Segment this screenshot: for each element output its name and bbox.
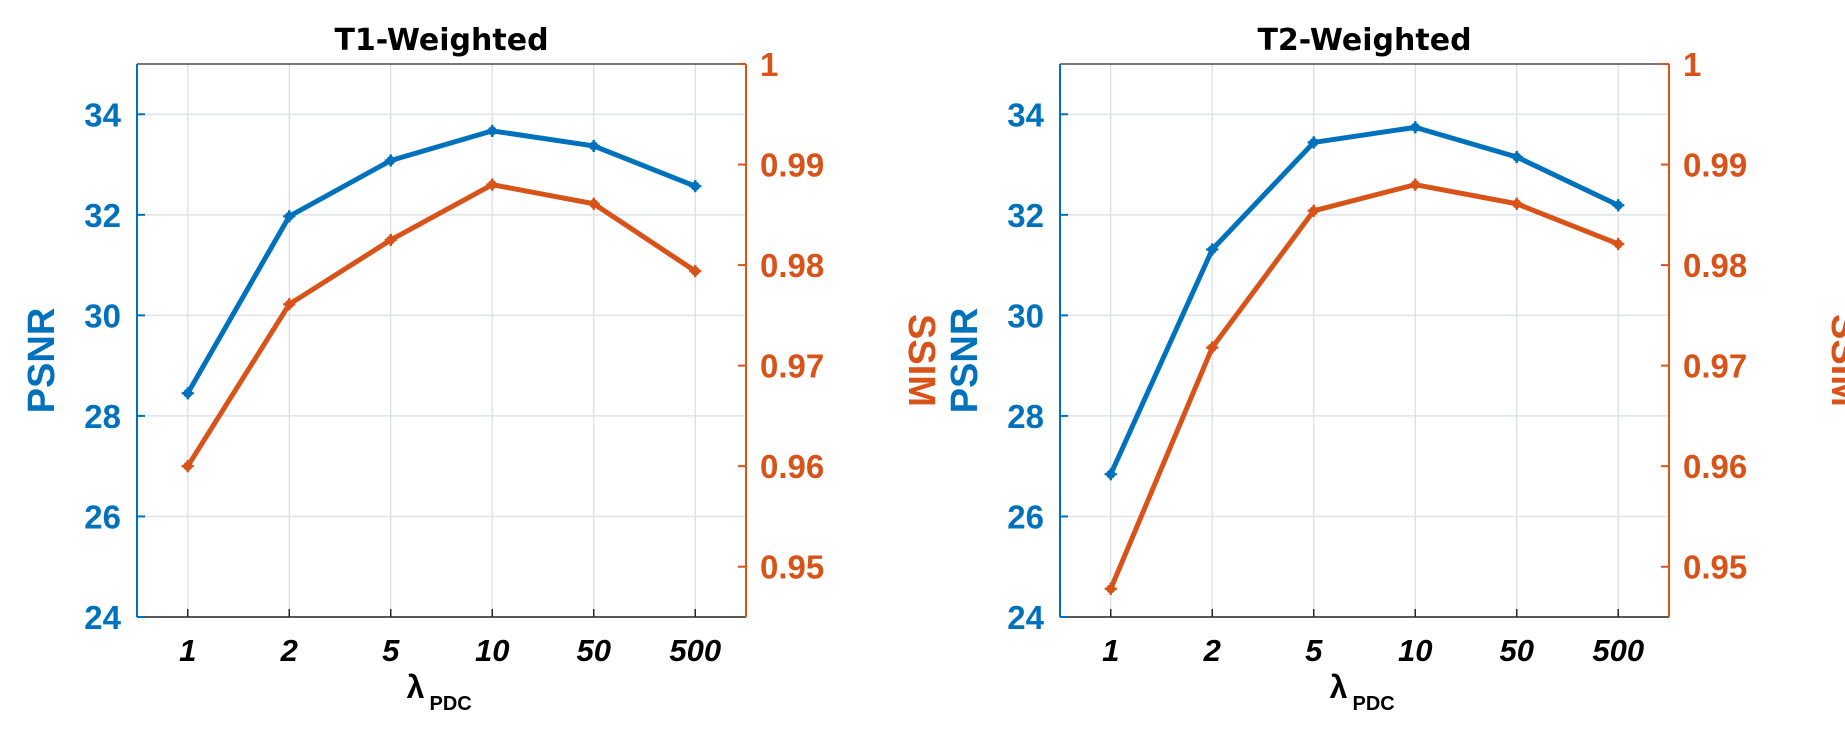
y-tick-label-right: 0.99	[760, 147, 824, 184]
x-tick-label: 500	[1592, 633, 1644, 668]
y-tick-label-left: 34	[1007, 96, 1044, 133]
y-axis-label-right: SSIM	[1823, 314, 1845, 407]
x-tick-label: 10	[1398, 633, 1432, 668]
y-tick-label-left: 28	[1007, 398, 1044, 435]
y-tick-label-right: 0.95	[760, 549, 824, 586]
y-tick-label-left: 30	[1007, 297, 1044, 334]
x-tick-label: 10	[475, 633, 509, 668]
x-tick-label: 1	[179, 633, 196, 668]
series-ssim	[1104, 178, 1625, 595]
series-line-ssim	[1108, 182, 1620, 590]
y-tick-label-right: 0.98	[1683, 247, 1747, 284]
y-tick-label-right: 0.99	[1683, 147, 1747, 184]
data-point-psnr	[1104, 468, 1117, 481]
chart-panel-1: 24 26 28 30 32 34 0.95 0.96 0.97 0.98 0.99 1 1 2 5 10 50…	[21, 23, 942, 715]
y-tick-label-right: 0.95	[1683, 549, 1747, 586]
data-point-psnr	[1510, 150, 1523, 164]
x-tick-label: 2	[280, 633, 298, 668]
x-tick-label: 50	[1500, 633, 1534, 668]
y-tick-label-right: 1	[1683, 46, 1701, 83]
y-tick-label-left: 28	[84, 398, 121, 435]
y-tick-label-left: 32	[1007, 197, 1044, 234]
grid	[1060, 64, 1669, 618]
data-point-psnr	[1307, 136, 1320, 149]
data-point-ssim	[689, 265, 702, 278]
y-axis-label-right: SSIM	[900, 314, 942, 407]
series-line-ssim	[185, 182, 697, 468]
data-point-psnr	[283, 210, 296, 223]
series-line-psnr	[1108, 124, 1620, 476]
y-tick-label-right: 0.97	[760, 348, 824, 385]
y-tick-label-left: 34	[84, 96, 121, 133]
data-point-psnr	[1409, 121, 1422, 134]
y-tick-label-left: 32	[84, 197, 121, 234]
y-tick-label-left: 26	[1007, 498, 1044, 535]
data-point-ssim	[181, 460, 194, 473]
y-tick-label-left: 24	[1007, 599, 1044, 636]
series-ssim	[181, 178, 702, 473]
data-point-psnr	[1206, 243, 1219, 256]
data-point-ssim	[384, 233, 397, 247]
data-point-ssim	[283, 298, 296, 311]
x-axis-label: λ	[1330, 669, 1348, 705]
y-tick-label-right: 0.98	[760, 247, 824, 284]
y-tick-label-right: 0.96	[760, 448, 824, 485]
y-tick-label-left: 30	[84, 297, 121, 334]
data-point-ssim	[1409, 178, 1422, 191]
series-psnr	[1104, 121, 1625, 481]
data-point-ssim	[1104, 582, 1117, 595]
x-tick-label: 5	[382, 633, 400, 668]
data-point-psnr	[587, 139, 600, 153]
chart-panel-2: 24 26 28 30 32 34 0.95 0.96 0.97 0.98 0.99 1 1 2 5 10 50…	[944, 23, 1845, 715]
data-point-ssim	[1510, 197, 1523, 210]
x-tick-label: 50	[577, 633, 611, 668]
x-axis-label-subscript: PDC	[430, 693, 472, 715]
chart-title: T2-Weighted	[1257, 23, 1471, 58]
x-tick-label: 2	[1203, 633, 1221, 668]
x-axis-label-subscript: PDC	[1353, 693, 1395, 715]
data-point-ssim	[486, 178, 499, 191]
data-point-psnr	[384, 154, 397, 167]
y-axis-label-left: PSNR	[21, 308, 63, 414]
x-axis-label: λ	[407, 669, 425, 705]
data-point-psnr	[1612, 199, 1625, 212]
x-tick-label: 1	[1102, 633, 1119, 668]
data-point-psnr	[689, 180, 702, 193]
data-point-ssim	[1307, 204, 1320, 217]
data-point-ssim	[587, 197, 600, 210]
y-tick-label-left: 24	[84, 599, 121, 636]
data-point-psnr	[486, 124, 499, 137]
series-line-psnr	[185, 128, 697, 395]
series-psnr	[181, 124, 702, 400]
y-tick-label-right: 0.97	[1683, 348, 1747, 385]
x-tick-label: 500	[669, 633, 721, 668]
data-point-ssim	[1206, 341, 1219, 354]
x-tick-label: 5	[1305, 633, 1323, 668]
y-axis-label-left: PSNR	[944, 308, 986, 414]
y-tick-label-left: 26	[84, 498, 121, 535]
chart-title: T1-Weighted	[334, 23, 548, 58]
data-point-psnr	[181, 387, 194, 400]
y-tick-label-right: 0.96	[1683, 448, 1747, 485]
data-point-ssim	[1612, 237, 1625, 251]
y-tick-label-right: 1	[760, 46, 778, 83]
